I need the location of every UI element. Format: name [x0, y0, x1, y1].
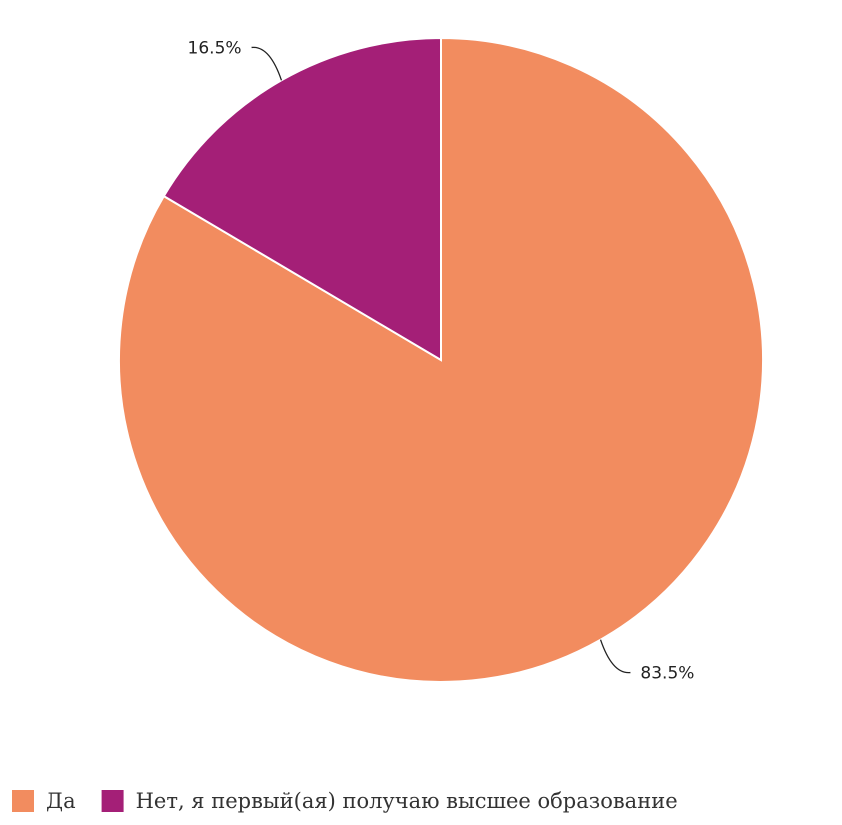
- legend-label-2: Нет, я первый(ая) получаю высшее образов…: [136, 789, 678, 813]
- pie-slices: [119, 38, 763, 682]
- data-label-1: 83.5%: [640, 664, 694, 684]
- leader-line-2: [252, 47, 282, 80]
- data-label-2: 16.5%: [188, 38, 242, 58]
- leader-line-1: [601, 640, 631, 673]
- legend-swatch-2: [102, 790, 124, 812]
- legend: Да Нет, я первый(ая) получаю высшее образ…: [12, 789, 678, 813]
- legend-label-1: Да: [46, 789, 76, 813]
- legend-swatch-1: [12, 790, 34, 812]
